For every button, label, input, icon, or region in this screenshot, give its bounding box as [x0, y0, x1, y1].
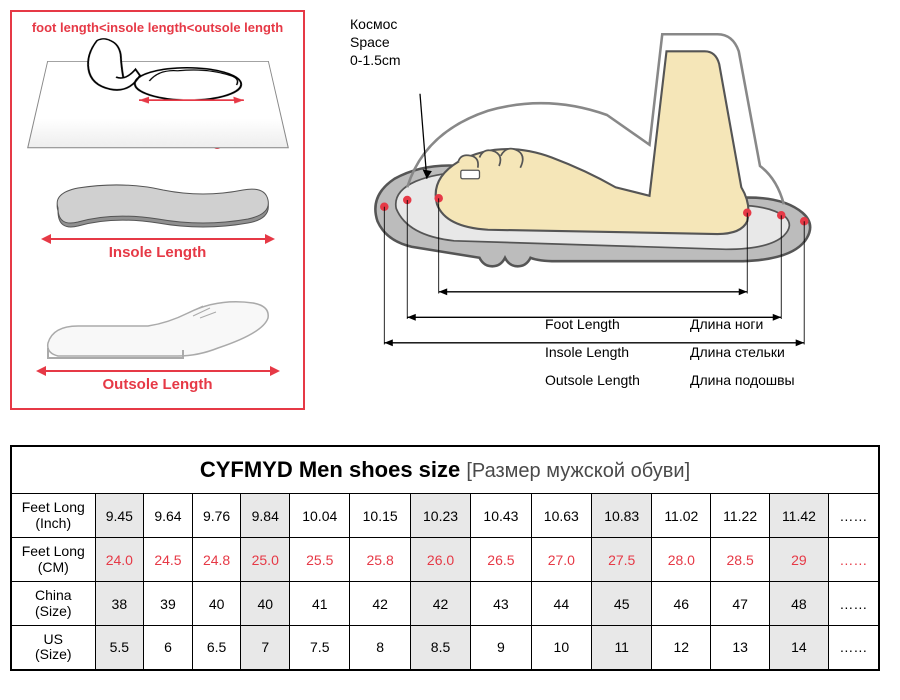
- row-label-us: US(Size): [11, 626, 95, 670]
- table-cell: 6.5: [192, 626, 241, 670]
- table-cell: 9.45: [95, 494, 144, 538]
- table-cell: 43: [471, 582, 531, 626]
- table-cell: 26.5: [471, 538, 531, 582]
- insole-arrow: [43, 238, 273, 240]
- space-label-en: Space: [350, 33, 401, 51]
- table-cell: 11.22: [711, 494, 770, 538]
- table-title-sub: [Размер мужской обуви]: [466, 460, 690, 482]
- table-cell: 8.5: [410, 626, 470, 670]
- outsole-arrow: [38, 370, 278, 372]
- size-chart-table: CYFMYD Men shoes size [Размер мужской об…: [10, 445, 880, 671]
- dimension-labels-ru: Длина ноги Длина стельки Длина подошвы: [690, 310, 795, 394]
- table-cell: 41: [290, 582, 350, 626]
- row-china: China(Size) 38394040414242434445464748……: [11, 582, 879, 626]
- table-cell: 10.04: [290, 494, 350, 538]
- size-rule-text: foot length<insole length<outsole length: [20, 20, 295, 35]
- insole-length-en: Insole Length: [545, 338, 640, 366]
- foot-length-diagram: foot length: [20, 41, 295, 161]
- table-cell: 27.0: [531, 538, 591, 582]
- insole-icon: [43, 181, 273, 236]
- table-cell: 24.5: [144, 538, 193, 582]
- insole-length-ru: Длина стельки: [690, 338, 795, 366]
- table-cell: 40: [192, 582, 241, 626]
- table-cell: 25.0: [241, 538, 290, 582]
- table-cell: 24.8: [192, 538, 241, 582]
- left-measurement-panel: foot length<insole length<outsole length…: [10, 10, 305, 410]
- table-title: CYFMYD Men shoes size [Размер мужской об…: [11, 446, 879, 494]
- table-cell: 9.76: [192, 494, 241, 538]
- diagram-area: foot length<insole length<outsole length…: [10, 10, 890, 435]
- outsole-length-label: Outsole Length: [103, 376, 213, 393]
- row-label-inch: Feet Long(Inch): [11, 494, 95, 538]
- insole-diagram: Insole Length: [20, 161, 295, 281]
- table-cell: 12: [652, 626, 711, 670]
- table-cell: 26.0: [410, 538, 470, 582]
- table-cell: 9: [471, 626, 531, 670]
- table-cell: 28.5: [711, 538, 770, 582]
- table-cell: 42: [410, 582, 470, 626]
- row-us: US(Size) 5.566.577.588.591011121314……: [11, 626, 879, 670]
- table-cell: 7: [241, 626, 290, 670]
- shoe-icon: [38, 288, 278, 368]
- row-label-cm: Feet Long(CM): [11, 538, 95, 582]
- table-cell: ……: [828, 626, 879, 670]
- space-labels: Космос Space 0-1.5cm: [350, 15, 401, 70]
- table-cell: 10.43: [471, 494, 531, 538]
- table-cell: 8: [350, 626, 410, 670]
- table-cell: 9.64: [144, 494, 193, 538]
- table-cell: 10.83: [592, 494, 652, 538]
- outsole-length-ru: Длина подошвы: [690, 366, 795, 394]
- table-cell: 6: [144, 626, 193, 670]
- table-cell: 47: [711, 582, 770, 626]
- dimension-labels-en: Foot Length Insole Length Outsole Length: [545, 310, 640, 394]
- table-cell: 45: [592, 582, 652, 626]
- row-cm: Feet Long(CM) 24.024.524.825.025.525.826…: [11, 538, 879, 582]
- table-cell: 29: [770, 538, 829, 582]
- table-cell: 10.23: [410, 494, 470, 538]
- table-cell: 11: [592, 626, 652, 670]
- table-cell: 10.15: [350, 494, 410, 538]
- table-cell: 24.0: [95, 538, 144, 582]
- space-label-ru: Космос: [350, 15, 401, 33]
- foot-length-en: Foot Length: [545, 310, 640, 338]
- foot-length-ru: Длина ноги: [690, 310, 795, 338]
- table-cell: 9.84: [241, 494, 290, 538]
- table-cell: 5.5: [95, 626, 144, 670]
- table-cell: ……: [828, 582, 879, 626]
- table-cell: 42: [350, 582, 410, 626]
- table-cell: 40: [241, 582, 290, 626]
- table-cell: 11.02: [652, 494, 711, 538]
- table-cell: 13: [711, 626, 770, 670]
- table-cell: 28.0: [652, 538, 711, 582]
- table-cell: 10.63: [531, 494, 591, 538]
- hand-foot-icon: [68, 34, 260, 106]
- row-inch: Feet Long(Inch) 9.459.649.769.8410.0410.…: [11, 494, 879, 538]
- table-cell: 11.42: [770, 494, 829, 538]
- table-cell: 25.5: [290, 538, 350, 582]
- table-cell: 38: [95, 582, 144, 626]
- insole-length-label: Insole Length: [109, 244, 207, 261]
- table-cell: 10: [531, 626, 591, 670]
- table-cell: 39: [144, 582, 193, 626]
- table-cell: 25.8: [350, 538, 410, 582]
- table-cell: ……: [828, 538, 879, 582]
- table-cell: 27.5: [592, 538, 652, 582]
- shoe-cross-section-panel: Космос Space 0-1.5cm: [320, 10, 890, 435]
- table-cell: 44: [531, 582, 591, 626]
- space-value: 0-1.5cm: [350, 51, 401, 69]
- row-label-china: China(Size): [11, 582, 95, 626]
- table-cell: 14: [770, 626, 829, 670]
- table-title-main: CYFMYD Men shoes size: [200, 457, 460, 482]
- table-cell: 7.5: [290, 626, 350, 670]
- table-cell: 48: [770, 582, 829, 626]
- table-cell: 46: [652, 582, 711, 626]
- table-cell: ……: [828, 494, 879, 538]
- outsole-diagram: Outsole Length: [20, 280, 295, 400]
- outsole-length-en: Outsole Length: [545, 366, 640, 394]
